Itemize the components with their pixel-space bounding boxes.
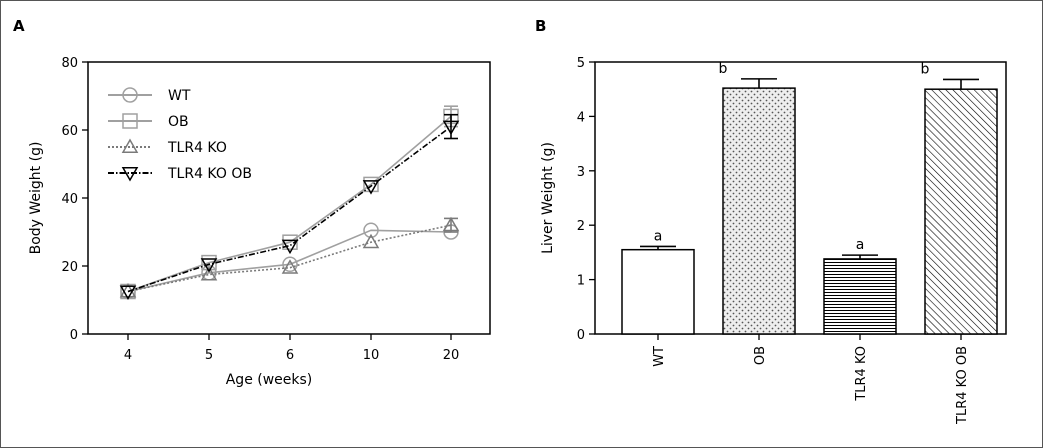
y-tick-label: 40 bbox=[61, 192, 78, 207]
legend-label: OB bbox=[168, 114, 189, 130]
data-point bbox=[442, 216, 460, 232]
panel-a: A 0 20 40 60 80 4 5 6 10 20 WT OB TLR4 KO TLR4 KO OB… bbox=[13, 17, 491, 388]
legend-label: WT bbox=[168, 88, 191, 104]
bar bbox=[722, 87, 796, 335]
panel-b-label: B bbox=[535, 17, 546, 35]
data-point bbox=[442, 120, 460, 136]
y-tick-label: 60 bbox=[61, 124, 78, 139]
y-tick-label: 80 bbox=[61, 56, 78, 71]
series-line bbox=[127, 229, 452, 293]
panel-b-axes: 0 1 2 3 4 5 WT OB TLR4 KO TLR4 KO OB bbox=[577, 56, 1007, 425]
panel-a-x-axis-title: Age (weeks) bbox=[226, 372, 313, 388]
x-tick-label: 20 bbox=[443, 348, 460, 363]
x-tick-label: 5 bbox=[205, 348, 213, 363]
significance-label: b bbox=[719, 61, 728, 77]
x-tick-label: 4 bbox=[124, 348, 132, 363]
legend-label: TLR4 KO bbox=[167, 140, 227, 156]
legend-marker bbox=[121, 167, 139, 182]
data-point bbox=[281, 259, 299, 274]
series-line bbox=[127, 125, 452, 293]
x-tick-label: 10 bbox=[363, 348, 380, 363]
series-line bbox=[127, 224, 452, 293]
y-tick-label: 2 bbox=[577, 219, 585, 234]
x-tick-label: TLR4 KO OB bbox=[955, 346, 970, 425]
significance-label: b bbox=[921, 61, 930, 77]
legend-label: TLR4 KO OB bbox=[167, 166, 252, 182]
panel-b: B 0 1 2 3 4 5 WT OB TLR4 KO TLR4 KO OB a b a b Liver… bbox=[535, 17, 1007, 425]
panel-a-series bbox=[119, 105, 460, 301]
panel-b-bars: a b a b bbox=[621, 61, 998, 335]
y-tick-label: 4 bbox=[577, 110, 585, 125]
legend-marker bbox=[122, 113, 138, 129]
panel-a-label: A bbox=[13, 17, 25, 35]
data-point bbox=[363, 222, 379, 239]
panel-a-plot-frame bbox=[87, 61, 491, 335]
x-tick-label: OB bbox=[753, 346, 768, 365]
bar bbox=[621, 248, 695, 335]
data-point bbox=[363, 176, 379, 193]
data-point bbox=[282, 256, 298, 273]
data-point bbox=[362, 180, 380, 195]
significance-label: a bbox=[654, 228, 663, 244]
significance-label: a bbox=[856, 237, 865, 253]
y-tick-label: 0 bbox=[577, 328, 585, 343]
legend-marker bbox=[121, 138, 139, 153]
y-tick-label: 3 bbox=[577, 165, 585, 180]
panel-a-legend: WT OB TLR4 KO TLR4 KO OB bbox=[108, 87, 252, 182]
panel-a-axes: 0 20 40 60 80 4 5 6 10 20 bbox=[61, 56, 491, 363]
data-point bbox=[282, 234, 298, 250]
bar bbox=[823, 258, 897, 335]
data-point bbox=[200, 258, 218, 273]
y-tick-label: 1 bbox=[577, 274, 585, 289]
panel-b-y-axis-title: Liver Weight (g) bbox=[540, 142, 556, 254]
data-point bbox=[362, 233, 380, 249]
bar bbox=[924, 88, 998, 335]
x-tick-label: WT bbox=[652, 346, 667, 367]
x-tick-label: TLR4 KO bbox=[854, 346, 869, 402]
series-line bbox=[127, 115, 452, 293]
y-tick-label: 0 bbox=[70, 328, 78, 343]
y-tick-label: 5 bbox=[577, 56, 585, 71]
x-tick-label: 6 bbox=[286, 348, 294, 363]
data-point bbox=[281, 239, 299, 255]
legend-marker bbox=[122, 87, 138, 103]
y-tick-label: 20 bbox=[61, 260, 78, 275]
panel-a-y-axis-title: Body Weight (g) bbox=[28, 142, 44, 255]
panel-b-plot-frame bbox=[594, 61, 1007, 335]
data-point bbox=[200, 265, 218, 281]
data-point bbox=[119, 285, 137, 301]
